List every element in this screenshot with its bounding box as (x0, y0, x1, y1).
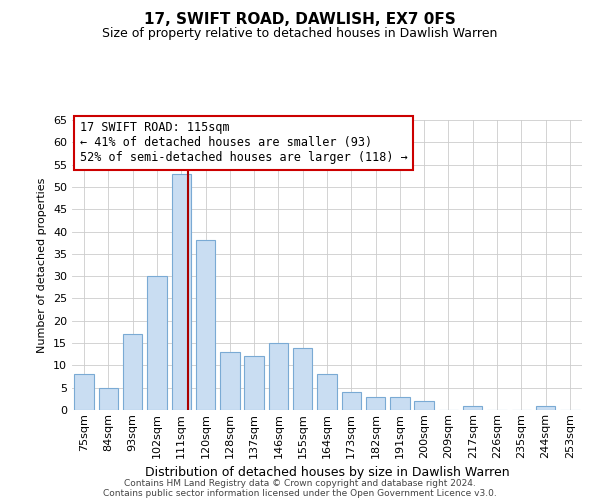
Bar (244, 356, 264, 410)
Text: Size of property relative to detached houses in Dawlish Warren: Size of property relative to detached ho… (103, 28, 497, 40)
Bar (74, 374, 94, 410)
Text: Contains public sector information licensed under the Open Government Licence v3: Contains public sector information licen… (103, 488, 497, 498)
Bar (317, 374, 337, 410)
Bar (463, 406, 482, 410)
Bar (415, 401, 434, 410)
Y-axis label: Number of detached properties: Number of detached properties (37, 178, 47, 352)
Bar (269, 343, 288, 410)
X-axis label: Distribution of detached houses by size in Dawlish Warren: Distribution of detached houses by size … (145, 466, 509, 479)
Bar (220, 352, 239, 410)
Bar (123, 334, 142, 410)
Text: 17, SWIFT ROAD, DAWLISH, EX7 0FS: 17, SWIFT ROAD, DAWLISH, EX7 0FS (144, 12, 456, 28)
Bar (293, 348, 313, 410)
Bar (341, 392, 361, 410)
Bar (172, 174, 191, 410)
Text: Contains HM Land Registry data © Crown copyright and database right 2024.: Contains HM Land Registry data © Crown c… (124, 478, 476, 488)
Text: 17 SWIFT ROAD: 115sqm
← 41% of detached houses are smaller (93)
52% of semi-deta: 17 SWIFT ROAD: 115sqm ← 41% of detached … (80, 122, 407, 164)
Bar (196, 240, 215, 410)
Bar (536, 406, 555, 410)
Bar (147, 276, 167, 410)
Bar (390, 396, 410, 410)
Bar (99, 388, 118, 410)
Bar (366, 396, 385, 410)
